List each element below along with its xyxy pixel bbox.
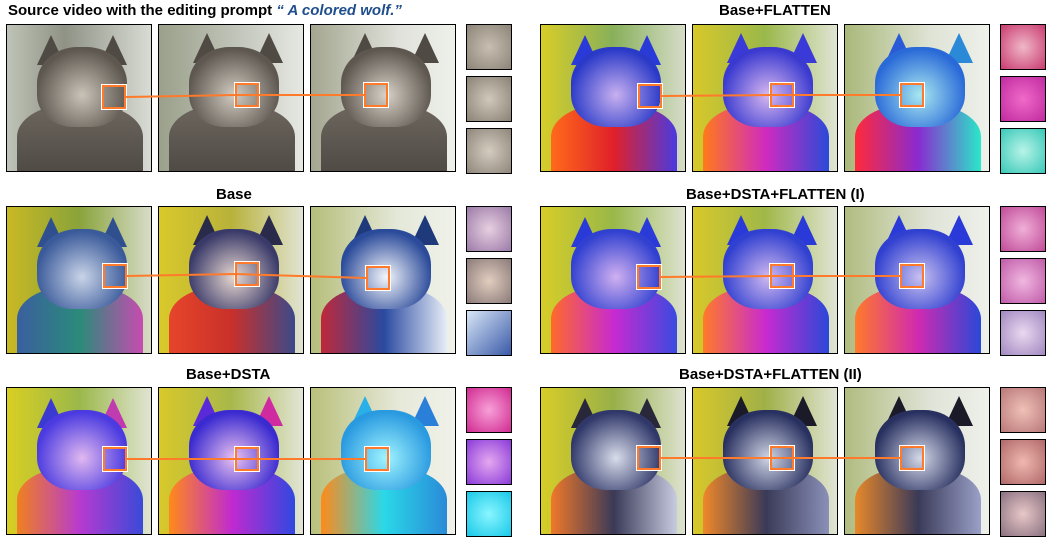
panel-title-base-dsta-flatten-1: Base+DSTA+FLATTEN (I): [686, 186, 865, 203]
highlight-box: [364, 83, 388, 107]
highlight-box: [102, 85, 126, 109]
video-frame-3: [844, 387, 990, 535]
panel-title-base-dsta: Base+DSTA: [186, 366, 271, 383]
crop-patch-1: [466, 387, 512, 433]
highlight-box: [770, 83, 794, 107]
highlight-box: [900, 83, 924, 107]
crop-patch-3: [1000, 128, 1046, 174]
crop-patch-3: [1000, 491, 1046, 537]
video-frame-1: [540, 387, 686, 535]
crop-patch-2: [1000, 76, 1046, 122]
crop-patch-1: [1000, 24, 1046, 70]
highlight-box: [235, 83, 259, 107]
panel-title-base-flatten: Base+FLATTEN: [719, 2, 831, 19]
highlight-box: [235, 262, 259, 286]
panel-title-base-dsta-flatten-2: Base+DSTA+FLATTEN (II): [679, 366, 862, 383]
crop-patch-2: [1000, 258, 1046, 304]
video-frame-1: [6, 206, 152, 354]
highlight-box: [103, 447, 127, 471]
video-frame-2: [692, 387, 838, 535]
crop-patch-3: [466, 128, 512, 174]
video-frame-3: [844, 206, 990, 354]
crop-patch-3: [466, 310, 512, 356]
video-frame-3: [310, 387, 456, 535]
crop-patch-2: [466, 258, 512, 304]
video-frame-1: [6, 387, 152, 535]
crop-patch-2: [466, 439, 512, 485]
video-frame-1: [540, 24, 686, 172]
highlight-box: [770, 264, 794, 288]
panel-title-base: Base: [216, 186, 252, 203]
highlight-box: [366, 266, 390, 290]
highlight-box: [770, 446, 794, 470]
video-frame-2: [692, 24, 838, 172]
crop-patch-2: [466, 76, 512, 122]
crop-patch-2: [1000, 439, 1046, 485]
title-prefix: Source video with the editing prompt: [8, 2, 277, 19]
editing-prompt: “ A colored wolf.”: [276, 2, 402, 19]
highlight-box: [638, 84, 662, 108]
crop-patch-3: [466, 491, 512, 537]
video-frame-3: [310, 206, 456, 354]
crop-patch-1: [1000, 387, 1046, 433]
video-frame-1: [540, 206, 686, 354]
video-frame-2: [158, 206, 304, 354]
crop-patch-1: [466, 24, 512, 70]
crop-patch-3: [1000, 310, 1046, 356]
highlight-box: [637, 446, 661, 470]
highlight-box: [103, 264, 127, 288]
highlight-box: [900, 446, 924, 470]
video-frame-1: [6, 24, 152, 172]
panel-title-source: Source video with the editing prompt “ A…: [8, 2, 402, 20]
video-frame-2: [692, 206, 838, 354]
video-frame-2: [158, 387, 304, 535]
highlight-box: [900, 264, 924, 288]
highlight-box: [637, 265, 661, 289]
video-frame-2: [158, 24, 304, 172]
highlight-box: [235, 447, 259, 471]
crop-patch-1: [1000, 206, 1046, 252]
video-frame-3: [844, 24, 990, 172]
highlight-box: [365, 447, 389, 471]
crop-patch-1: [466, 206, 512, 252]
